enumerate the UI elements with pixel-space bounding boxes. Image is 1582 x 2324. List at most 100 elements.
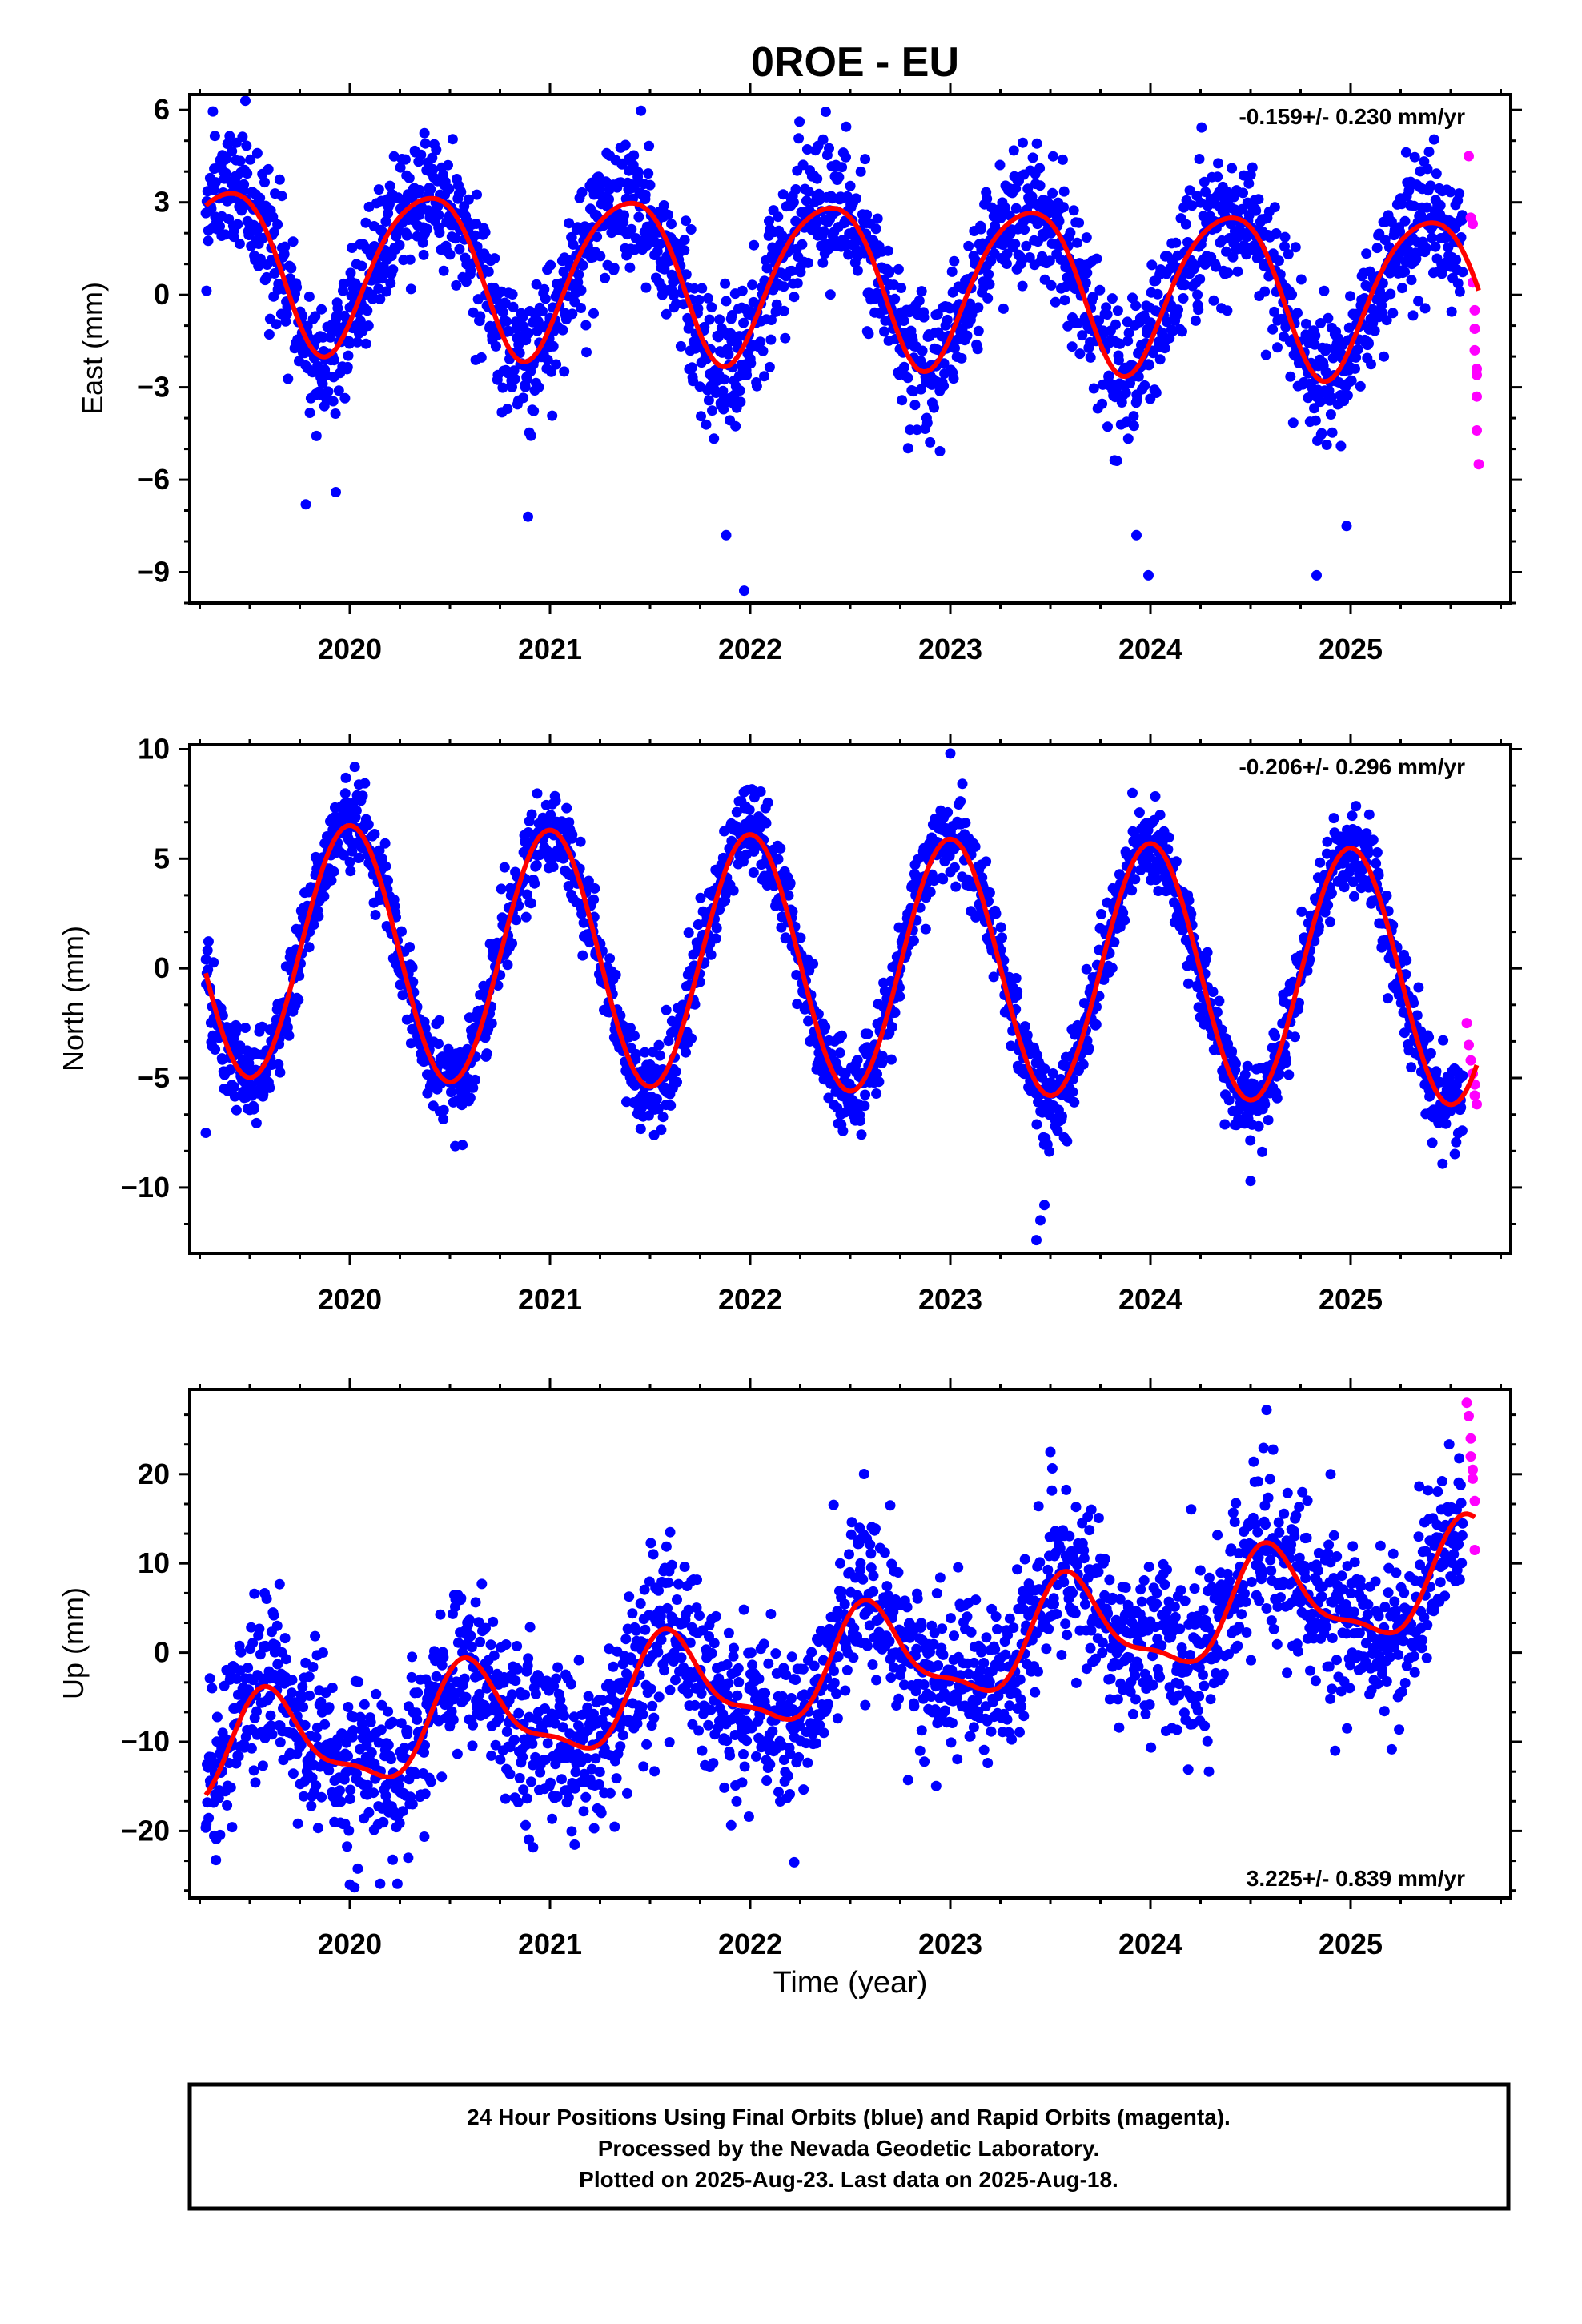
- east-final-point: [1407, 310, 1419, 321]
- east-final-point: [1427, 232, 1438, 243]
- east-rapid-point: [1472, 391, 1482, 402]
- north-final-point: [683, 927, 694, 939]
- north-final-point: [955, 796, 966, 807]
- east-final-point: [1325, 409, 1336, 420]
- east-final-point: [1190, 315, 1201, 326]
- north-final-point: [1031, 1235, 1042, 1246]
- north-final-point: [567, 829, 578, 840]
- east-final-point: [723, 348, 734, 360]
- up-final-point: [287, 1768, 299, 1779]
- east-final-point: [1194, 154, 1205, 164]
- north-final-point: [949, 862, 960, 873]
- east-final-point: [727, 310, 737, 320]
- east-final-point: [794, 116, 805, 127]
- east-final-point: [1323, 312, 1334, 324]
- north-final-point: [711, 923, 722, 934]
- up-final-point: [268, 1610, 279, 1621]
- up-final-point: [243, 1663, 254, 1673]
- north-final-point: [351, 805, 362, 816]
- east-final-point: [632, 167, 644, 178]
- east-final-point: [1346, 375, 1357, 386]
- east-final-point: [509, 373, 520, 384]
- north-final-point: [710, 933, 721, 944]
- north-final-point: [588, 894, 600, 905]
- north-final-point: [862, 1028, 873, 1039]
- east-final-point: [902, 372, 913, 384]
- east-final-point: [1430, 241, 1441, 252]
- east-final-point: [395, 162, 406, 173]
- east-final-point: [973, 302, 984, 313]
- east-final-point: [1173, 304, 1183, 316]
- north-final-point: [748, 867, 759, 878]
- east-final-point: [1132, 394, 1142, 405]
- north-final-point: [1214, 995, 1225, 1007]
- north-final-point: [773, 854, 784, 865]
- north-final-point: [1457, 1070, 1468, 1081]
- east-final-point: [394, 239, 405, 251]
- east-final-point: [1066, 341, 1078, 352]
- east-x-tick-label: 2021: [518, 633, 582, 665]
- east-final-point: [845, 180, 856, 191]
- east-final-point: [882, 245, 893, 256]
- east-final-point: [475, 311, 486, 322]
- north-final-point: [1219, 1119, 1231, 1130]
- north-ticks: [179, 734, 1522, 1265]
- east-final-point: [263, 329, 275, 340]
- east-final-point: [707, 405, 717, 416]
- north-final-point: [438, 1104, 449, 1116]
- east-final-point: [1272, 342, 1283, 353]
- east-final-point: [668, 290, 679, 301]
- east-final-point: [330, 408, 341, 419]
- north-final-point: [1283, 1069, 1295, 1080]
- east-x-tick-label: 2024: [1118, 633, 1182, 665]
- north-final-point: [1083, 1043, 1094, 1054]
- east-final-point: [381, 286, 392, 297]
- east-rapid-point: [1473, 459, 1484, 470]
- east-final-point: [789, 292, 800, 303]
- north-final-point: [1326, 887, 1337, 899]
- east-final-point: [460, 276, 472, 287]
- east-final-point: [1047, 187, 1058, 199]
- north-y-tick-label: 10: [138, 733, 170, 766]
- north-y-tick-label: −10: [121, 1171, 170, 1204]
- east-final-point: [818, 226, 829, 237]
- east-final-point: [1106, 293, 1118, 304]
- east-final-point: [419, 127, 430, 139]
- east-final-point: [577, 259, 588, 271]
- north-final-point: [981, 856, 992, 867]
- east-final-point: [714, 314, 725, 325]
- north-final-point: [681, 1047, 691, 1058]
- east-final-point: [1059, 295, 1070, 306]
- east-final-point: [778, 305, 789, 316]
- up-final-point: [317, 1647, 328, 1658]
- east-final-point: [792, 278, 803, 289]
- east-final-point: [1399, 215, 1411, 227]
- east-final-point: [283, 373, 294, 384]
- east-final-point: [1422, 163, 1433, 175]
- north-final-point: [1328, 813, 1339, 824]
- up-final-point: [292, 1818, 303, 1829]
- east-final-point: [663, 209, 673, 220]
- east-final-point: [384, 180, 396, 191]
- east-final-point: [825, 289, 836, 300]
- east-final-point: [1091, 253, 1102, 264]
- east-final-point: [1310, 415, 1321, 426]
- east-final-point: [360, 338, 371, 349]
- east-final-point: [433, 210, 444, 221]
- north-final-point: [1182, 978, 1194, 989]
- north-final-point: [1202, 947, 1213, 958]
- north-final-point: [293, 995, 304, 1006]
- up-final-point: [310, 1630, 321, 1642]
- east-final-point: [1017, 280, 1028, 292]
- north-final-point: [577, 950, 588, 961]
- north-final-point: [1351, 801, 1362, 812]
- east-final-point: [576, 285, 587, 296]
- east-final-point: [1027, 152, 1038, 163]
- east-final-point: [551, 359, 562, 370]
- east-final-point: [1058, 202, 1069, 213]
- east-final-point: [548, 340, 559, 352]
- east-final-point: [344, 338, 355, 349]
- north-final-point: [1245, 1176, 1256, 1187]
- east-final-point: [318, 332, 328, 343]
- east-final-point: [472, 294, 484, 305]
